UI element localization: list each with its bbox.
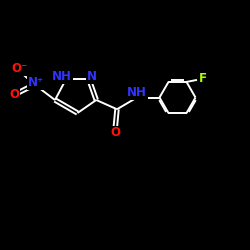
Text: N⁺: N⁺ xyxy=(28,76,44,89)
Text: N: N xyxy=(87,70,97,83)
Text: NH: NH xyxy=(52,70,72,83)
Text: NH: NH xyxy=(127,86,147,99)
Text: O: O xyxy=(110,126,120,140)
Text: F: F xyxy=(198,72,206,86)
Text: O⁻: O⁻ xyxy=(11,62,27,75)
Text: O: O xyxy=(9,88,19,101)
